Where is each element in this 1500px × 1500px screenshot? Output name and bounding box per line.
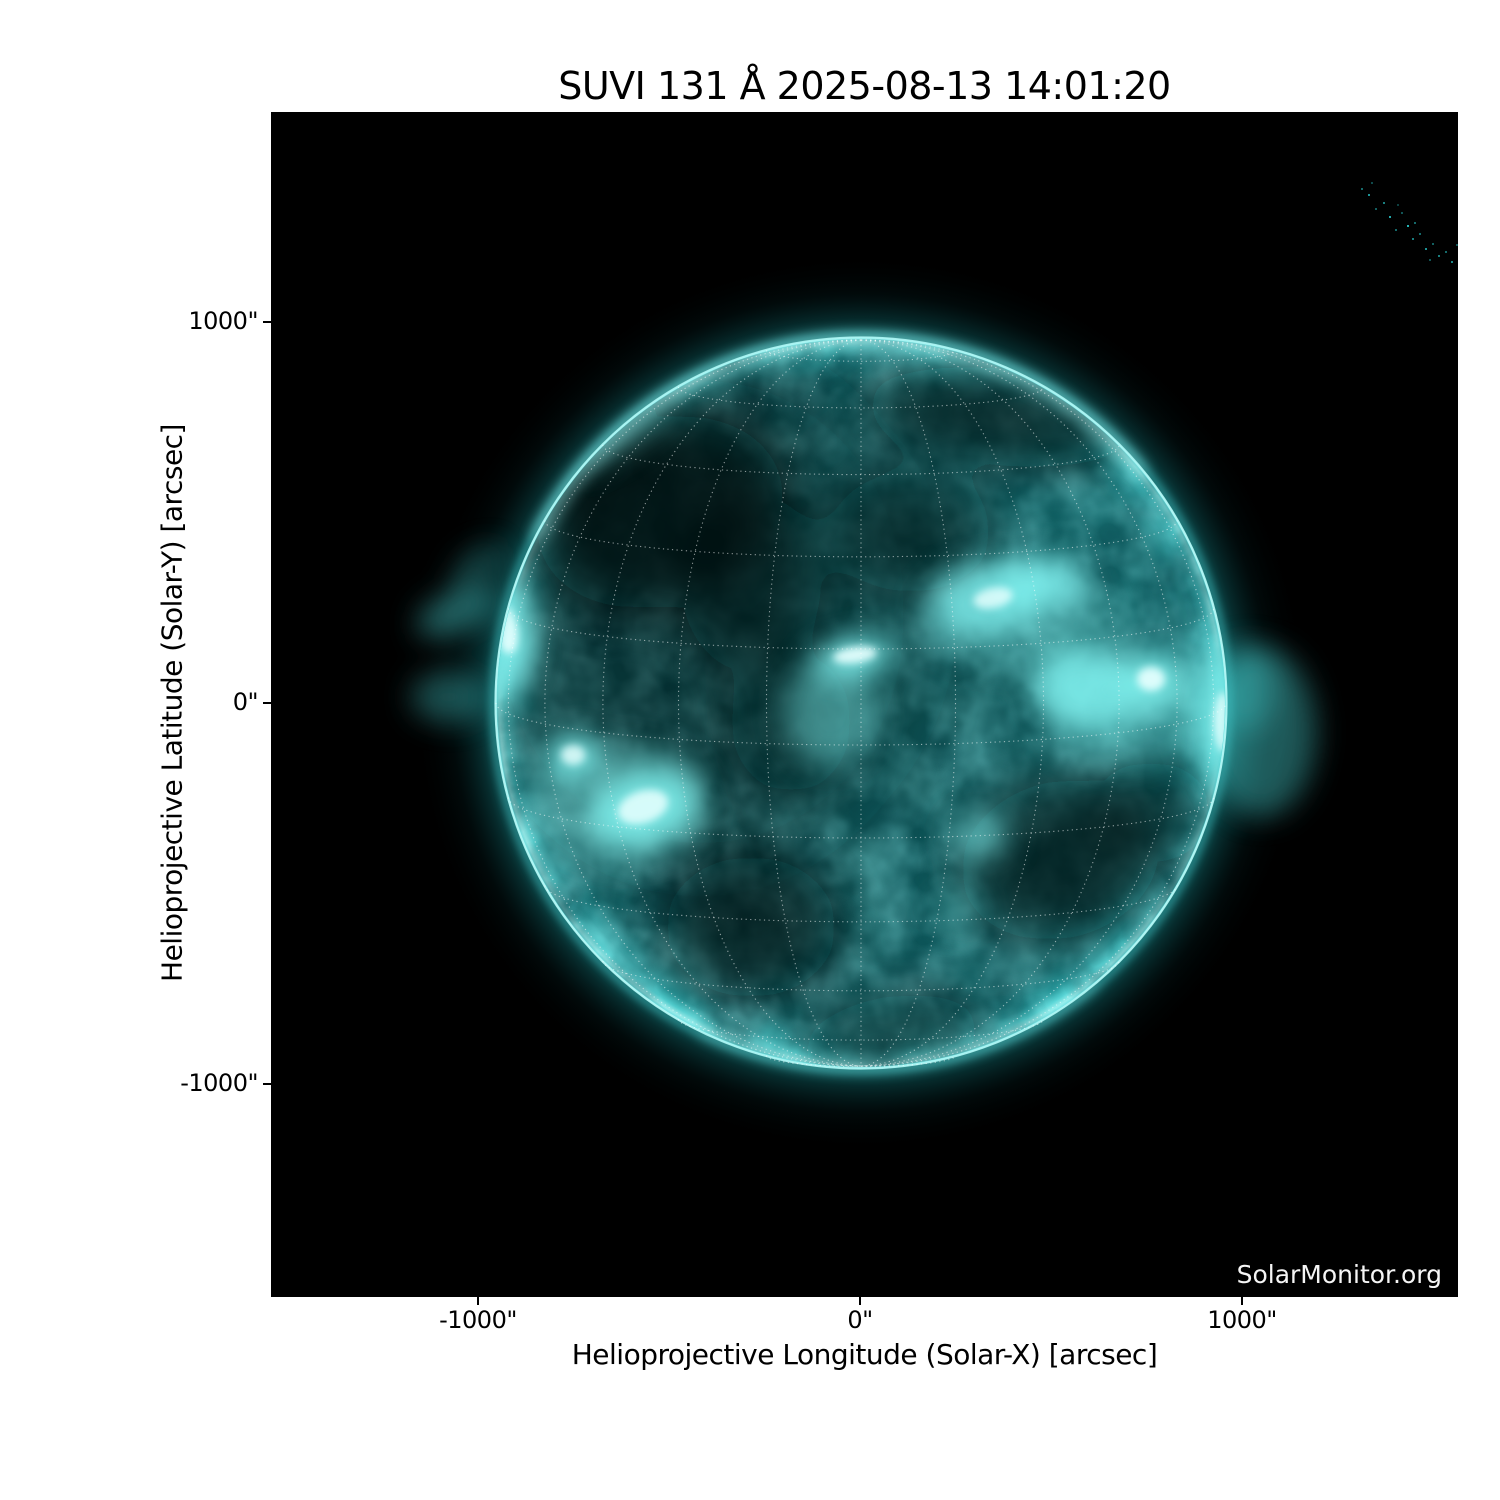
y-tick-mark xyxy=(263,1083,271,1085)
x-tick-label-neg1000: -1000" xyxy=(439,1306,517,1334)
x-tick-mark xyxy=(1241,1297,1243,1305)
off-limb-glows xyxy=(411,544,1316,817)
y-tick-label-neg1000: -1000" xyxy=(180,1068,258,1097)
x-axis-label: Helioprojective Longitude (Solar-X) [arc… xyxy=(571,1338,1158,1371)
x-tick-label-1000: 1000" xyxy=(1207,1306,1277,1334)
x-tick-mark xyxy=(859,1297,861,1305)
suvi-solar-image xyxy=(411,182,1458,1153)
y-tick-mark xyxy=(263,702,271,704)
x-tick-mark xyxy=(477,1297,479,1305)
plot-area: SolarMonitor.org xyxy=(271,112,1458,1297)
watermark: SolarMonitor.org xyxy=(1236,1260,1442,1289)
heliographic-grid-parallels xyxy=(495,350,1227,1068)
y-tick-label-1000: 1000" xyxy=(188,306,258,335)
x-tick-label-0: 0" xyxy=(847,1306,873,1334)
heliographic-grid-meridians xyxy=(507,339,1215,1067)
noise-speckles xyxy=(1361,182,1458,263)
y-tick-mark xyxy=(263,321,271,323)
y-tick-label-0: 0" xyxy=(232,687,259,716)
page-title: SUVI 131 Å 2025-08-13 14:01:20 xyxy=(558,64,1171,108)
